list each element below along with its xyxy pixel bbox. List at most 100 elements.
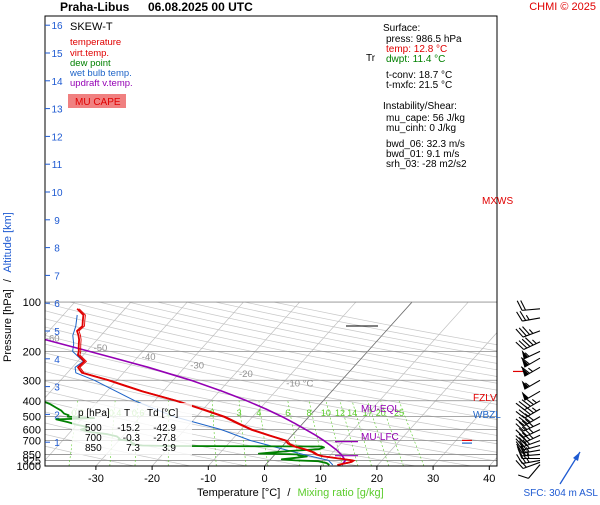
altitude-tick-label: 6 [54,299,60,310]
altitude-tick-label: 12 [51,132,63,143]
y-axis-title-pressure: Pressure [hPa] [2,289,14,362]
station-title: Praha-Libus [60,0,130,14]
y-axis-title-sep: / [2,278,14,282]
wind-barb [520,373,540,390]
instability-mu-cinh: mu_cinh: 0 J/kg [386,123,456,134]
x-tick-label: 0 [261,473,267,485]
altitude-tick-label: 8 [54,244,60,255]
altitude-tick-label: 11 [52,160,63,171]
wind-barb-staff [528,465,540,479]
mixing-ratio-tick-label: 6 [285,408,290,418]
mixing-ratio-tick-label: 12 [335,408,345,418]
wind-barb-half [529,428,533,433]
sfc-label: SFC: 304 m ASL [524,488,599,499]
wind-barb-full [519,326,526,337]
mixing-ratio-tick-label: 3 [237,408,242,418]
altitude-tick-label: 10 [51,188,63,199]
y-axis-title-altitude: Altitude [km] [2,212,14,273]
tropopause-label: Tr [366,53,376,64]
datetime-title: 06.08.2025 00 UTC [148,0,253,14]
x-tick-label: 40 [483,473,495,485]
altitude-tick-label: 13 [51,105,63,116]
mixing-ratio-tick-label: 10 [321,408,331,418]
isotherm [546,302,600,466]
x-axis-title-temperature: Temperature [°C] [197,487,280,499]
mixing-ratio-tick-label: 14 [347,408,357,418]
y-axis-title: Pressure [hPa] / Altitude [km] [2,212,14,362]
surface-tmxfc: t-mxfc: 21.5 °C [386,80,452,91]
instability-srh-03: srh_03: -28 m2/s2 [386,159,467,170]
x-axis-title-sep: / [287,487,291,499]
wind-barb-full [516,459,523,470]
x-tick-label: -20 [144,473,160,485]
surface-title: Surface: [383,23,420,34]
altitude-tick-label: 3 [54,383,60,394]
table-header-td: Td [°C] [147,408,178,419]
pressure-tick-label: 700 [23,436,41,448]
altitude-tick-label: 2 [54,410,60,421]
wind-barb-full [516,328,523,339]
legend-item-temperature: temperature [70,37,121,48]
mixing-ratio-tick-label: 8 [306,408,311,418]
altitude-tick-label: 16 [51,21,63,32]
surface-dwpt: dwpt: 11.4 °C [386,54,445,65]
wind-barb [519,359,540,377]
pressure-tick-label: 200 [23,346,41,358]
wind-barb-column [516,299,580,484]
surface-arrow-head [573,452,580,461]
copyright-label: CHMI © 2025 [529,1,596,13]
isotherm-label: -40 [142,352,156,363]
isotherm-label: -20 [239,369,253,380]
x-tick-label: 30 [427,473,439,485]
altitude-tick-label: 14 [51,77,63,88]
wind-barb [520,343,540,359]
wind-barb-half [532,339,536,344]
altitude-tick-label: 1 [54,438,60,449]
table-row-850-td: 3.9 [162,443,176,454]
pressure-tick-label: 300 [23,375,41,387]
mu-lfc-label: MU-LFC [361,432,399,443]
x-tick-label: 20 [371,473,383,485]
altitude-tick-label: 7 [54,271,60,282]
x-axis-title-mixing-ratio: Mixing ratio [g/kg] [297,487,383,499]
pressure-tick-label: 100 [23,297,41,309]
wind-barb-full [522,325,529,336]
legend-item-updraft: updraft v.temp. [70,78,133,89]
wbzl-label: WBZL [473,410,501,421]
isotherm-label: -10 °C [286,379,313,390]
isotherm [489,302,600,466]
pressure-tick-label: 500 [23,412,41,424]
x-tick-label: -30 [88,473,104,485]
x-axis-title: Temperature [°C] / Mixing ratio [g/kg] [197,487,384,499]
fzlv-label: FZLV [473,393,497,404]
mu-eql-label: MU-EQL [361,404,400,415]
table-row-850-p: 850 [85,443,102,454]
altitude-tick-label: 4 [54,355,60,366]
instability-info: Instability/Shear: mu_cape: 56 J/kg mu_c… [380,98,492,172]
instability-title: Instability/Shear: [383,101,457,112]
pressure-tick-label: 1000 [17,461,41,473]
table-row-850-t: 7.3 [126,443,140,454]
table-header-p: p [hPa] [78,408,110,419]
isotherm-label: -30 [190,360,204,371]
wind-barb-staff [524,401,540,410]
mixing-ratio-tick-label: 4 [256,408,261,418]
x-tick-label: -10 [200,473,216,485]
altitude-tick-label: 5 [54,327,60,338]
altitude-tick-label: 9 [54,216,60,227]
wind-barb-half [526,315,529,320]
wind-barb-full [518,472,528,481]
mu-cape-label: MU CAPE [75,97,121,108]
altitude-tick-label: 15 [51,49,63,60]
surface-info: Surface: press: 986.5 hPa temp: 12.8 °C … [380,20,472,92]
pressure-tick-label: 400 [23,396,41,408]
wind-barb-half [529,329,533,334]
wind-barb [516,322,540,339]
table-header-t: T [124,408,130,419]
x-tick-label: 10 [315,473,327,485]
wind-barb [517,299,540,311]
mxws-label: MXWS [482,196,513,207]
levels-table: p [hPa] T Td [°C] 500 -15.2 -42.9 700 -0… [72,403,192,455]
